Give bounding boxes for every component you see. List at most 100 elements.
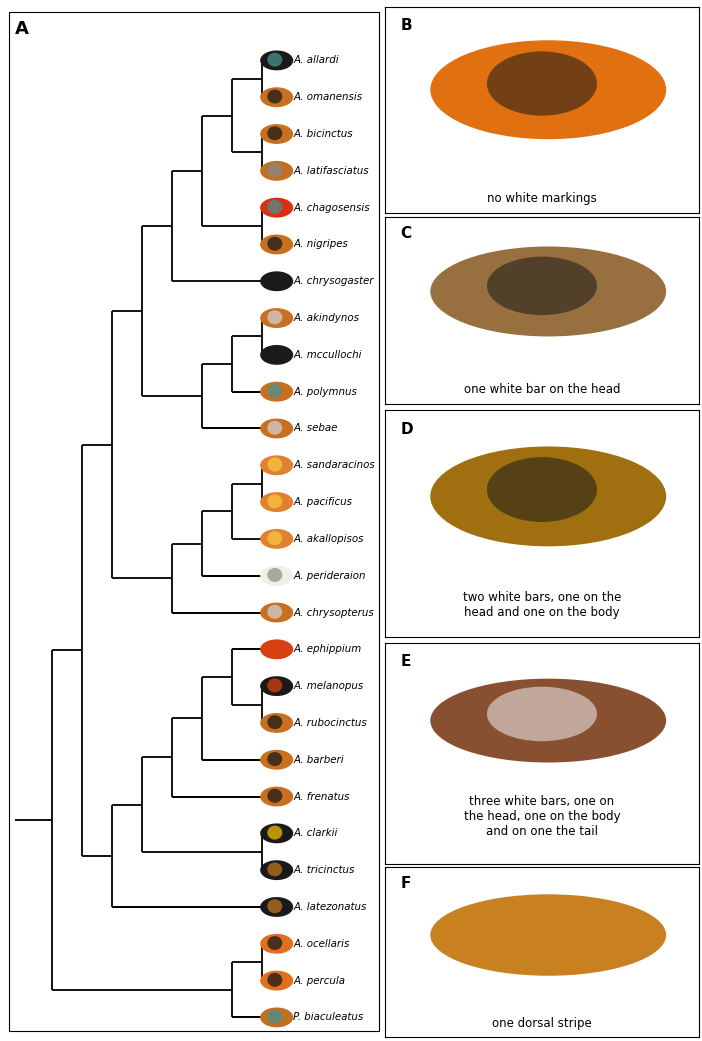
Ellipse shape xyxy=(267,53,282,67)
Text: A. latifasciatus: A. latifasciatus xyxy=(293,166,369,176)
Ellipse shape xyxy=(267,789,282,803)
Ellipse shape xyxy=(487,457,597,522)
Text: A. pacificus: A. pacificus xyxy=(293,498,352,507)
Ellipse shape xyxy=(260,1008,293,1027)
Ellipse shape xyxy=(260,934,293,954)
Text: A: A xyxy=(15,20,28,37)
Ellipse shape xyxy=(260,345,293,364)
Ellipse shape xyxy=(260,565,293,586)
Text: A. chagosensis: A. chagosensis xyxy=(293,203,370,212)
Ellipse shape xyxy=(267,605,282,618)
Text: one dorsal stripe: one dorsal stripe xyxy=(492,1017,592,1030)
Text: A. chrysogaster: A. chrysogaster xyxy=(293,276,373,286)
Text: three white bars, one on
the head, one on the body
and on one the tail: three white bars, one on the head, one o… xyxy=(463,794,621,838)
Ellipse shape xyxy=(260,639,293,659)
Text: A. bicinctus: A. bicinctus xyxy=(293,129,353,139)
Text: A. allardi: A. allardi xyxy=(293,55,339,66)
Ellipse shape xyxy=(260,750,293,769)
Ellipse shape xyxy=(260,161,293,181)
Ellipse shape xyxy=(260,713,293,733)
Ellipse shape xyxy=(260,382,293,402)
Text: A. ephippium: A. ephippium xyxy=(293,644,362,655)
Text: A. melanopus: A. melanopus xyxy=(293,681,364,691)
Text: no white markings: no white markings xyxy=(487,193,597,205)
Text: A. polymnus: A. polymnus xyxy=(293,386,357,397)
Text: A. tricinctus: A. tricinctus xyxy=(293,865,355,875)
Ellipse shape xyxy=(260,198,293,218)
Ellipse shape xyxy=(260,308,293,328)
Ellipse shape xyxy=(267,826,282,840)
Ellipse shape xyxy=(260,492,293,512)
Text: D: D xyxy=(400,422,413,436)
Ellipse shape xyxy=(430,247,666,336)
Text: A. chrysopterus: A. chrysopterus xyxy=(293,608,374,617)
Ellipse shape xyxy=(260,529,293,549)
Ellipse shape xyxy=(267,531,282,545)
Text: C: C xyxy=(400,226,411,240)
Text: A. perideraion: A. perideraion xyxy=(293,570,366,581)
Ellipse shape xyxy=(267,1010,282,1023)
Ellipse shape xyxy=(267,163,282,177)
Ellipse shape xyxy=(267,310,282,325)
Text: A. nigripes: A. nigripes xyxy=(293,239,348,250)
Ellipse shape xyxy=(267,752,282,766)
Ellipse shape xyxy=(267,274,282,287)
Ellipse shape xyxy=(267,568,282,582)
Text: A. akallopisos: A. akallopisos xyxy=(293,534,364,543)
Text: B: B xyxy=(400,18,412,32)
Ellipse shape xyxy=(267,126,282,141)
Ellipse shape xyxy=(267,715,282,729)
Text: E: E xyxy=(400,655,411,669)
Ellipse shape xyxy=(267,679,282,692)
Text: A. frenatus: A. frenatus xyxy=(293,791,350,802)
Text: A. mccullochi: A. mccullochi xyxy=(293,350,362,360)
Text: two white bars, one on the
head and one on the body: two white bars, one on the head and one … xyxy=(463,591,621,619)
Text: A. barberi: A. barberi xyxy=(293,755,344,765)
Ellipse shape xyxy=(267,200,282,213)
Ellipse shape xyxy=(487,904,597,957)
Text: A. latezonatus: A. latezonatus xyxy=(293,902,366,912)
Ellipse shape xyxy=(430,894,666,975)
Ellipse shape xyxy=(267,458,282,472)
Text: A. akindynos: A. akindynos xyxy=(293,313,359,323)
Ellipse shape xyxy=(267,384,282,398)
Ellipse shape xyxy=(260,860,293,880)
Ellipse shape xyxy=(267,90,282,103)
Ellipse shape xyxy=(260,50,293,71)
Text: one white bar on the head: one white bar on the head xyxy=(464,383,620,397)
Ellipse shape xyxy=(260,603,293,623)
Ellipse shape xyxy=(260,823,293,843)
Text: A. omanensis: A. omanensis xyxy=(293,93,362,102)
Ellipse shape xyxy=(260,677,293,696)
Ellipse shape xyxy=(487,687,597,741)
Ellipse shape xyxy=(260,87,293,107)
Ellipse shape xyxy=(260,897,293,917)
Text: A. sebae: A. sebae xyxy=(293,424,338,433)
Ellipse shape xyxy=(267,347,282,361)
Ellipse shape xyxy=(260,418,293,438)
Ellipse shape xyxy=(487,51,597,116)
Text: A. ocellaris: A. ocellaris xyxy=(293,939,350,948)
Text: F: F xyxy=(400,875,411,891)
Ellipse shape xyxy=(487,257,597,315)
Text: P. biaculeatus: P. biaculeatus xyxy=(293,1013,364,1022)
Ellipse shape xyxy=(260,124,293,144)
Text: A. sandaracinos: A. sandaracinos xyxy=(293,460,375,471)
Ellipse shape xyxy=(267,641,282,656)
Text: A. rubocinctus: A. rubocinctus xyxy=(293,718,367,728)
Ellipse shape xyxy=(430,679,666,762)
Ellipse shape xyxy=(267,494,282,508)
Ellipse shape xyxy=(267,899,282,913)
Ellipse shape xyxy=(267,862,282,877)
Ellipse shape xyxy=(260,455,293,476)
Ellipse shape xyxy=(260,272,293,291)
Ellipse shape xyxy=(260,787,293,807)
Ellipse shape xyxy=(430,447,666,547)
Ellipse shape xyxy=(267,421,282,435)
Ellipse shape xyxy=(260,234,293,254)
Text: A. percula: A. percula xyxy=(293,975,345,986)
Ellipse shape xyxy=(267,236,282,251)
Text: A. clarkii: A. clarkii xyxy=(293,829,338,838)
Ellipse shape xyxy=(267,936,282,950)
Ellipse shape xyxy=(430,41,666,139)
